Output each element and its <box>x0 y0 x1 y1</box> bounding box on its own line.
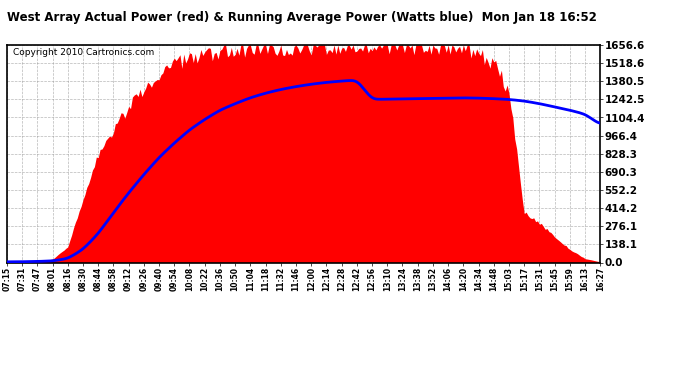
Text: Copyright 2010 Cartronics.com: Copyright 2010 Cartronics.com <box>13 48 154 57</box>
Text: West Array Actual Power (red) & Running Average Power (Watts blue)  Mon Jan 18 1: West Array Actual Power (red) & Running … <box>7 11 597 24</box>
